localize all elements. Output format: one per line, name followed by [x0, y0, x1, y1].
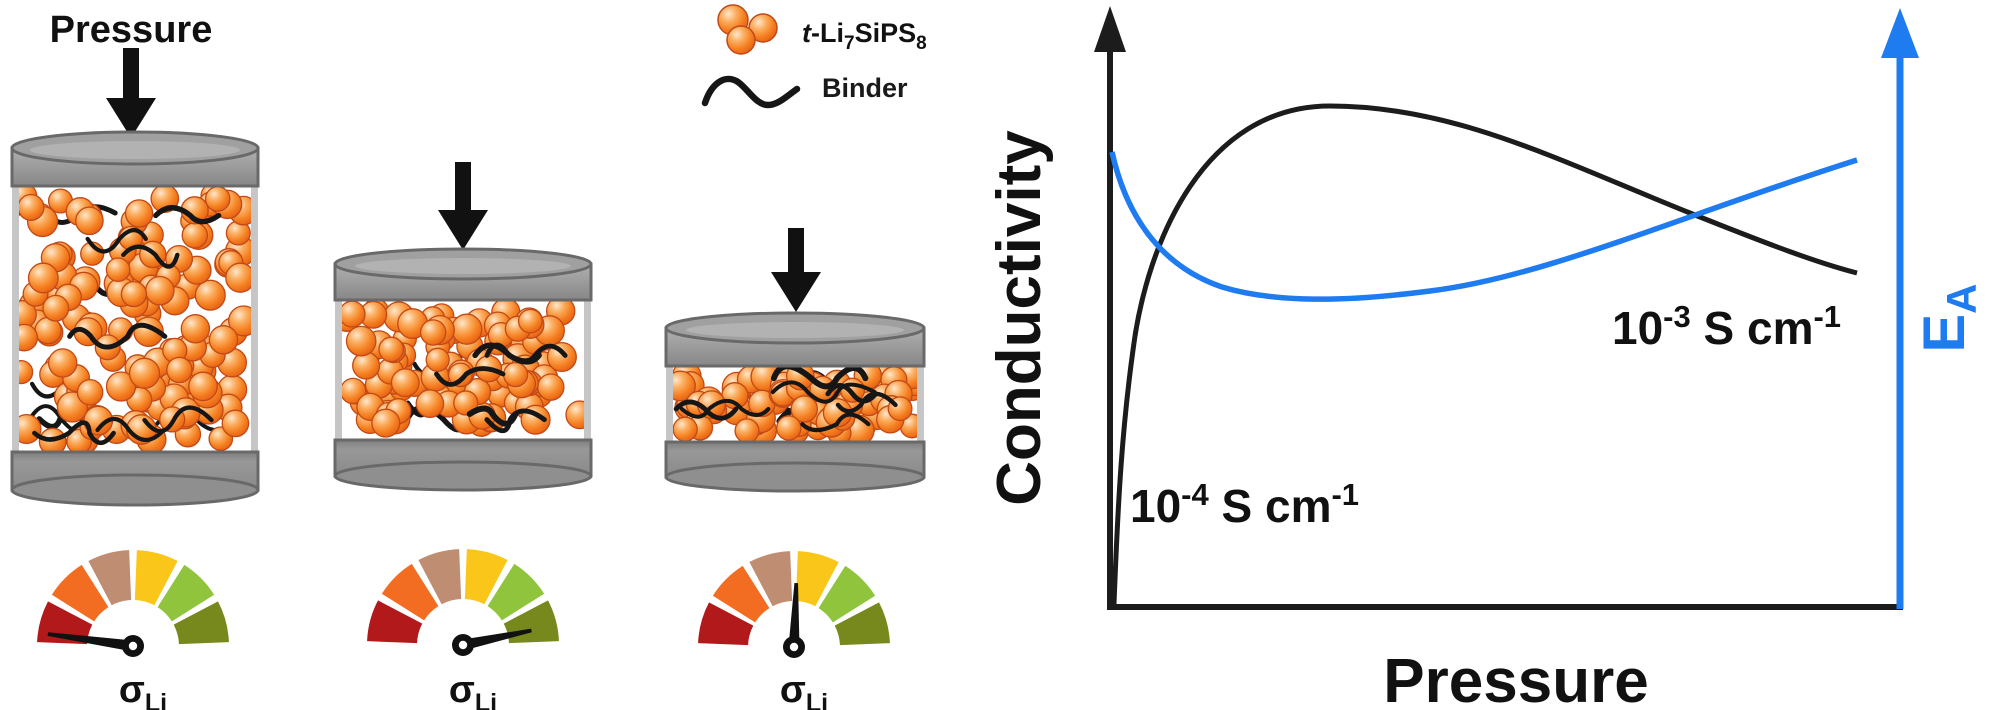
conductivity-curve	[1111, 103, 1858, 605]
particle-bed-3	[666, 366, 924, 442]
die-base-3-bottom	[664, 461, 926, 493]
sigma-li-label-2: σLi	[449, 669, 497, 710]
pressure-arrow-1	[106, 48, 156, 138]
legend: t-Li7SiPS8 Binder	[701, 4, 927, 109]
legend-particle-label: t-Li7SiPS8	[802, 18, 927, 54]
legend-binder-label: Binder	[822, 73, 908, 103]
conductivity-gauge-3	[698, 551, 890, 658]
piston-cap-3-highlight	[686, 322, 904, 338]
y-axis-label: Conductivity	[985, 130, 1054, 506]
die-cylinder-1	[10, 130, 260, 507]
sigma-li-label-1: σLi	[119, 669, 167, 710]
particle-bed-1	[12, 186, 258, 452]
y-axis-arrowhead	[1094, 6, 1126, 52]
activation-energy-curve	[1109, 151, 1858, 302]
particle-icon	[726, 25, 756, 55]
pressure-arrow-2	[438, 162, 488, 250]
die-cylinder-3	[664, 311, 926, 493]
sigma-li-label-3: σLi	[780, 669, 828, 710]
piston-cap-1-highlight	[30, 141, 240, 159]
pressure-title: Pressure	[50, 9, 213, 51]
die-base-1-bottom	[10, 473, 260, 507]
pressure-conductivity-plot: 10-4 S cm-1 10-3 S cm-1 Conductivity Pre…	[985, 6, 1985, 710]
ea-axis-label: EA	[1912, 283, 1985, 352]
binder-icon	[701, 75, 801, 109]
conductivity-gauge-1	[37, 550, 229, 657]
die-cylinder-2	[333, 247, 593, 492]
die-base-2-bottom	[333, 460, 593, 492]
x-axis-label: Pressure	[1383, 647, 1648, 710]
piston-cap-2-highlight	[355, 258, 571, 274]
annotation-low-conductivity: 10-4 S cm-1	[1130, 477, 1359, 532]
annotation-high-conductivity: 10-3 S cm-1	[1612, 299, 1841, 354]
particle-bed-2	[335, 300, 591, 440]
conductivity-gauge-2	[367, 549, 559, 656]
pressure-arrow-3	[771, 228, 821, 312]
ea-axis-arrowhead	[1881, 8, 1919, 58]
